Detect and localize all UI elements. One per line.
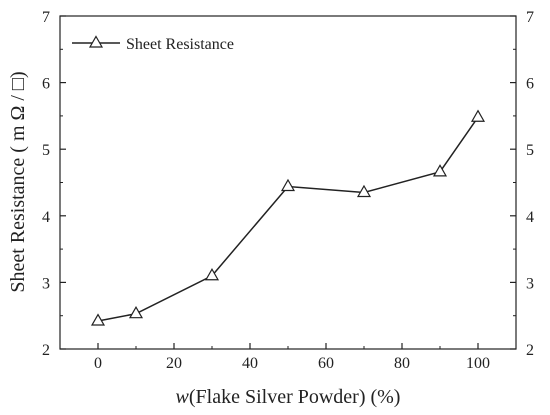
x-tick-label-1: 20 (166, 355, 182, 372)
data-point-4 (356, 184, 372, 198)
y-tick-label-right-1: 3 (526, 275, 534, 292)
series-layer (90, 109, 486, 326)
x-tick-label-3: 60 (318, 355, 334, 372)
data-point-1 (128, 305, 144, 319)
x-tick-label-4: 80 (394, 355, 410, 372)
y-tick-label-left-2: 4 (42, 209, 50, 226)
y-tick-label-right-5: 7 (526, 9, 534, 26)
data-point-5 (432, 164, 448, 177)
x-tick-label-0: 0 (94, 355, 102, 372)
legend: Sheet Resistance (72, 35, 234, 53)
legend-label: Sheet Resistance (126, 36, 234, 53)
x-axis-title-rest: (Flake Silver Powder) (%) (189, 386, 401, 408)
y-tick-label-left-0: 2 (42, 342, 50, 359)
y-tick-label-left-4: 6 (42, 76, 50, 93)
y-tick-label-left-1: 3 (42, 275, 50, 292)
y-tick-label-right-4: 6 (526, 76, 534, 93)
legend-marker (88, 35, 104, 48)
y-tick-label-left-3: 5 (42, 142, 50, 159)
data-point-6 (470, 109, 486, 122)
x-axis-title: w(Flake Silver Powder) (%) (176, 386, 401, 408)
data-point-3 (280, 178, 296, 192)
y-tick-label-right-3: 5 (526, 142, 534, 159)
y-tick-label-right-2: 4 (526, 209, 534, 226)
ticks-layer: 0 20 40 60 80 100 2 3 4 5 6 7 2 3 4 5 6 7 (42, 9, 534, 372)
data-point-2 (204, 268, 220, 281)
x-tick-label-2: 40 (242, 355, 258, 372)
data-point-0 (90, 313, 106, 326)
x-tick-label-5: 100 (466, 355, 490, 372)
y-tick-label-left-5: 7 (42, 9, 50, 26)
y-tick-label-right-0: 2 (526, 342, 534, 359)
series-line-0 (97, 116, 479, 322)
y-axis-title: Sheet Resistance ( m Ω / □) (7, 71, 29, 292)
x-axis-title-italic: w (176, 386, 190, 408)
